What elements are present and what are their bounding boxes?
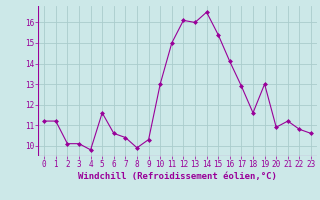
- X-axis label: Windchill (Refroidissement éolien,°C): Windchill (Refroidissement éolien,°C): [78, 172, 277, 181]
